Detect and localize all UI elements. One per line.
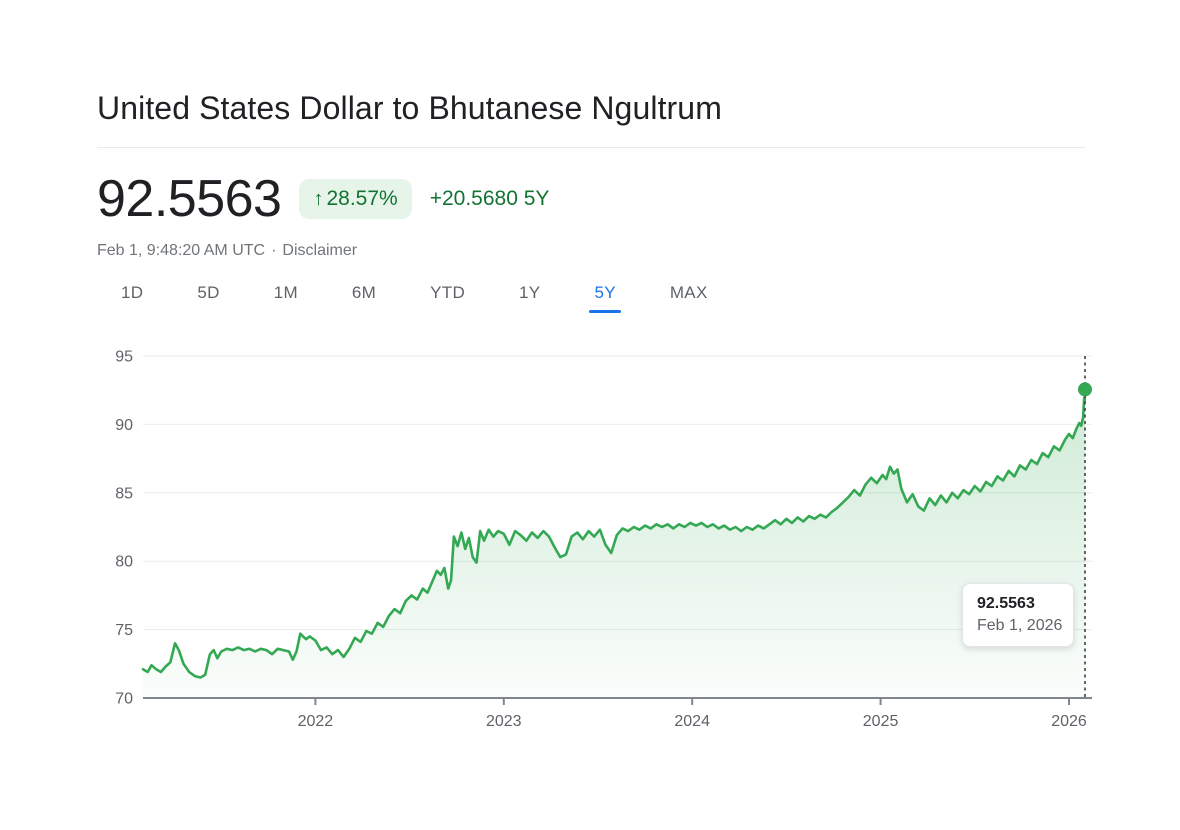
disclaimer-link[interactable]: Disclaimer	[282, 242, 358, 259]
page-title: United States Dollar to Bhutanese Ngultr…	[97, 90, 722, 126]
x-tick-label: 2025	[863, 713, 899, 730]
timestamp: Feb 1, 9:48:20 AM UTC	[97, 242, 266, 259]
chart-tooltip: 92.5563 Feb 1, 2026	[962, 583, 1074, 647]
tab-1y[interactable]: 1Y	[517, 281, 542, 305]
price-line	[141, 388, 1087, 679]
header-divider	[97, 147, 1085, 148]
range-tabs: 1D 5D 1M 6M YTD 1Y 5Y MAX	[119, 281, 710, 313]
quote-meta: Feb 1, 9:48:20 AM UTC · Disclaimer	[97, 242, 357, 260]
price-chart[interactable]: 70 75 80 85 90 95 2022 2023 2024 2025 2026	[100, 340, 1100, 740]
meta-separator: ·	[271, 242, 277, 259]
tooltip-date: Feb 1, 2026	[977, 617, 1063, 634]
x-tick-label: 2023	[486, 713, 522, 730]
price-area	[143, 389, 1085, 698]
tab-6m[interactable]: 6M	[350, 281, 378, 305]
tooltip-value: 92.5563	[977, 595, 1035, 612]
end-point-dot	[1078, 382, 1092, 397]
tab-1d[interactable]: 1D	[119, 281, 145, 305]
y-tick-label: 70	[115, 691, 133, 708]
tab-1m[interactable]: 1M	[272, 281, 300, 305]
current-price: 92.5563	[97, 170, 282, 228]
change-percent-badge: ↑ 28.57%	[299, 179, 412, 219]
quote-summary: 92.5563 ↑ 28.57% +20.5680 5Y	[97, 171, 549, 227]
tab-5d[interactable]: 5D	[195, 281, 221, 305]
change-absolute: +20.5680 5Y	[429, 187, 550, 210]
y-tick-label: 80	[115, 554, 133, 571]
y-tick-label: 85	[115, 485, 133, 502]
tab-5y[interactable]: 5Y	[589, 281, 622, 313]
x-tick-label: 2022	[298, 713, 334, 730]
up-arrow-icon: ↑	[313, 188, 324, 210]
y-tick-label: 90	[115, 417, 133, 434]
y-tick-label: 75	[115, 622, 133, 639]
change-percent: 28.57%	[326, 187, 398, 210]
tab-max[interactable]: MAX	[668, 281, 710, 305]
tab-ytd[interactable]: YTD	[428, 281, 467, 305]
x-tick-label: 2026	[1051, 713, 1087, 730]
y-tick-label: 95	[115, 349, 133, 366]
x-tick-label: 2024	[674, 713, 710, 730]
